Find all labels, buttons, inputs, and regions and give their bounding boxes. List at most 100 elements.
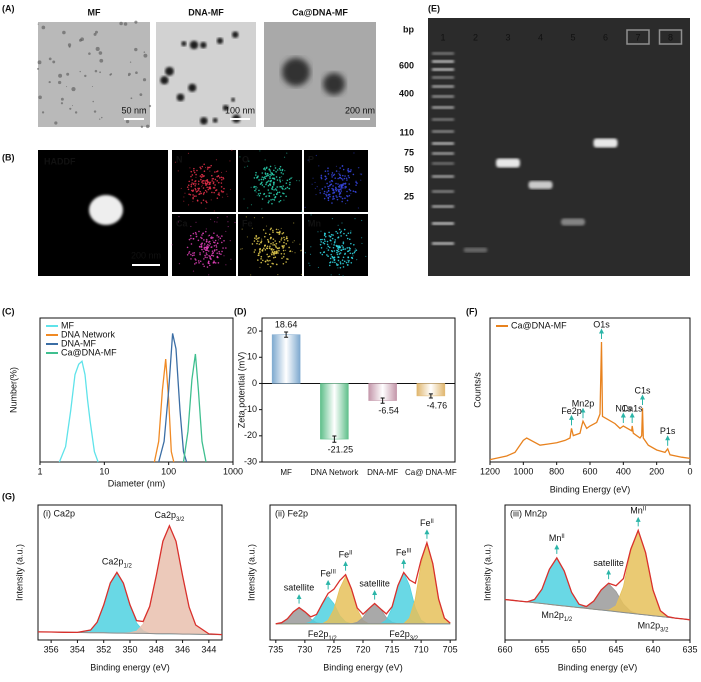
eds-dot xyxy=(270,252,272,255)
eds-dot xyxy=(326,182,328,185)
tem-particle xyxy=(231,97,236,102)
gel-band xyxy=(432,152,454,155)
eds-dot xyxy=(214,221,216,223)
eds-map xyxy=(238,214,302,276)
eds-dot xyxy=(339,192,341,194)
x-tick-label: 705 xyxy=(443,644,458,654)
eds-dot xyxy=(337,183,339,185)
eds-dot xyxy=(271,253,273,256)
eds-dot xyxy=(332,234,334,236)
eds-dot xyxy=(311,183,313,185)
eds-dot xyxy=(361,219,363,222)
eds-dot xyxy=(278,249,280,252)
eds-dot xyxy=(348,249,351,251)
tem-speck xyxy=(84,74,87,78)
eds-dot xyxy=(186,246,189,249)
eds-dot xyxy=(319,192,322,194)
gel-band xyxy=(432,175,454,178)
eds-dot xyxy=(281,245,284,247)
eds-dot xyxy=(273,250,276,253)
eds-dot xyxy=(269,177,271,180)
eds-dot xyxy=(260,258,262,260)
eds-dot xyxy=(204,182,207,185)
eds-dot xyxy=(265,181,268,184)
eds-dot xyxy=(275,250,277,253)
annotation: Ca1s xyxy=(622,403,644,413)
eds-dot xyxy=(285,195,287,198)
eds-dot xyxy=(210,164,212,167)
eds-dot xyxy=(203,175,205,177)
eds-dot xyxy=(257,175,259,177)
value-label: -21.25 xyxy=(328,445,354,455)
eds-dot xyxy=(340,230,342,233)
eds-dot xyxy=(335,195,337,197)
eds-dot xyxy=(207,166,210,169)
eds-dot xyxy=(257,259,259,261)
eds-dot xyxy=(200,245,203,248)
eds-dot xyxy=(215,159,218,161)
error-bar xyxy=(332,435,337,443)
eds-dot xyxy=(304,252,306,254)
eds-dot xyxy=(204,189,207,192)
eds-dot xyxy=(343,177,346,180)
gel-image xyxy=(428,18,690,276)
eds-dot xyxy=(317,266,320,269)
eds-dot xyxy=(261,249,264,251)
eds-dot xyxy=(323,192,325,195)
eds-dot xyxy=(205,249,207,251)
eds-dot xyxy=(269,170,272,172)
gel-band xyxy=(432,142,454,145)
eds-dot xyxy=(188,238,191,241)
eds-dot xyxy=(195,233,198,235)
eds-dot xyxy=(189,193,192,196)
eds-dot xyxy=(331,255,334,258)
eds-dot xyxy=(335,186,337,189)
eds-dot xyxy=(277,274,279,276)
eds-dot xyxy=(213,241,216,244)
eds-dot xyxy=(174,161,177,163)
eds-dot xyxy=(197,239,200,242)
eds-dot xyxy=(275,193,278,196)
eds-dot xyxy=(205,247,208,249)
panel-label: (C) xyxy=(2,306,15,316)
eds-dot xyxy=(337,177,339,180)
eds-dot xyxy=(253,240,256,242)
eds-dot xyxy=(266,173,269,175)
tem-speck xyxy=(52,60,56,64)
tem-speck xyxy=(79,70,81,73)
eds-dot xyxy=(262,178,265,181)
eds-dot xyxy=(221,241,223,244)
eds-dot xyxy=(195,195,197,197)
eds-dot xyxy=(220,253,222,256)
tem-speck xyxy=(135,71,138,75)
eds-dot xyxy=(329,257,332,260)
eds-dot xyxy=(239,156,241,158)
eds-dot xyxy=(348,183,350,185)
gel-band xyxy=(432,76,454,79)
eds-dot xyxy=(207,243,209,246)
eds-dot xyxy=(318,165,320,167)
eds-dot xyxy=(298,180,300,182)
eds-dot xyxy=(319,238,322,241)
eds-dot xyxy=(200,186,203,188)
eds-dot xyxy=(276,191,279,194)
eds-dot xyxy=(215,244,217,246)
eds-dot xyxy=(220,176,223,179)
annotation-superscript: II xyxy=(643,506,647,512)
eds-dot xyxy=(286,179,289,182)
y-tick-label: -20 xyxy=(244,430,257,440)
eds-dot xyxy=(354,218,356,220)
eds-dot xyxy=(288,246,290,249)
annotation-superscript: III xyxy=(406,548,411,554)
eds-dot xyxy=(207,260,210,263)
eds-dot xyxy=(259,250,261,253)
plot-frame xyxy=(261,317,456,463)
eds-dot xyxy=(324,235,327,238)
eds-dot xyxy=(271,186,274,188)
eds-dot xyxy=(231,149,233,151)
eds-dot xyxy=(333,250,336,252)
tem-speck xyxy=(110,73,113,75)
eds-dot xyxy=(272,198,274,201)
eds-dot xyxy=(211,180,213,182)
eds-dot xyxy=(337,236,340,238)
